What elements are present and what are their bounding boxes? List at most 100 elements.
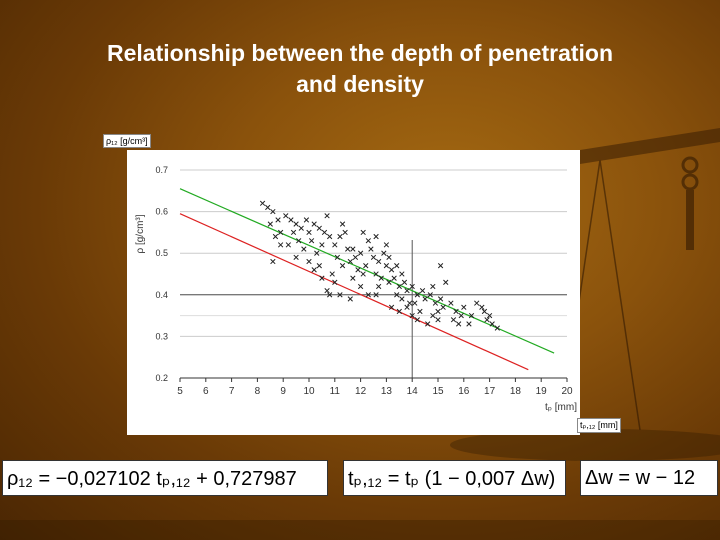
data-point [270,208,276,215]
data-point [396,283,402,290]
data-point [386,254,392,261]
x-tick-label: 16 [458,386,470,397]
moisture-delta-formula: Δw = w − 12 [580,460,718,496]
data-point [430,312,436,319]
data-point [319,275,325,281]
data-point [435,308,441,315]
scatter-chart: 0.2 0.3 0.4 0.5 0.6 0.7 5 6 7 8 9 10 11 12 13 14 15 16 17 1… [127,150,580,435]
data-point [484,317,490,323]
page-title: Relationship between the depth of penetr… [0,38,720,100]
data-point [265,204,271,211]
tp12-axis-tag: tₚ,₁₂ [mm] [577,418,621,433]
data-point [316,225,322,231]
data-point [355,267,361,273]
y-tick-label: 0.6 [155,207,168,217]
data-point [283,213,289,219]
data-point [373,233,379,240]
data-point [406,300,413,306]
data-point [430,283,436,290]
title-line-2: and density [296,71,424,97]
data-point [422,296,428,302]
data-point [489,321,495,327]
y-tick-label: 0.7 [155,165,168,175]
data-point [324,287,330,294]
data-point [396,308,402,315]
y-tick-label: 0.2 [155,373,168,383]
data-point [332,242,338,248]
data-point [458,312,464,319]
data-point [435,317,441,323]
data-point [350,275,356,281]
data-point [288,217,294,223]
data-point [339,221,346,227]
data-point [386,279,392,285]
x-tick-label: 8 [255,386,261,397]
y-tick-label: 0.5 [155,248,168,258]
data-point [494,325,500,331]
data-point [326,292,333,298]
data-point [337,292,343,298]
data-point [298,225,304,231]
data-point [303,217,310,223]
data-point [419,287,426,294]
data-point [301,246,307,252]
y-tick-label: 0.4 [155,290,168,300]
data-point [373,292,379,298]
data-point [347,258,353,265]
data-point [453,308,459,315]
data-point [479,304,485,310]
correction-formula: tₚ,₁₂ = tₚ (1 − 0,007 Δw) [343,460,566,496]
data-point [409,312,415,319]
rho12-axis-tag: ρ₁₂ [g/cm³] [103,134,151,148]
y-axis-label: ρ [g/cm³] [135,214,146,253]
fit-line-red [179,213,529,371]
data-point [321,229,328,236]
x-axis-label: tₚ [mm] [545,402,577,413]
data-point [437,263,444,269]
data-point [316,263,322,269]
title-line-1: Relationship between the depth of penetr… [106,40,614,66]
data-point [417,308,423,315]
data-point [481,308,488,315]
x-tick-label: 14 [407,386,419,397]
data-point [275,217,281,223]
data-point [272,233,279,240]
fit-line-green [179,188,555,354]
x-tick-label: 13 [381,386,393,397]
data-point [259,200,266,206]
x-tick-label: 17 [484,386,496,397]
data-point [388,304,395,310]
data-point [394,292,400,298]
data-point [334,254,341,261]
data-point [365,238,371,244]
data-point [293,254,299,261]
data-point [290,229,297,236]
data-point [450,317,457,323]
data-point [360,271,366,277]
data-point [352,254,359,261]
data-point [427,292,433,298]
data-point [365,292,371,298]
x-tick-label: 20 [561,386,573,397]
data-point [448,300,454,306]
x-tick-label: 19 [536,386,548,397]
data-point [468,312,475,319]
data-point [373,271,379,277]
data-point [466,321,472,327]
data-point [368,246,374,252]
data-point [332,279,338,285]
data-point [440,304,446,310]
data-point [360,229,366,236]
data-point [474,300,480,306]
data-point [319,242,325,248]
data-point [277,242,284,248]
data-point [432,300,439,306]
data-point [293,221,299,227]
data-point [277,229,284,236]
x-tick-label: 7 [229,386,235,397]
data-point [296,238,302,244]
data-point [324,213,330,219]
x-tick-label: 5 [177,386,183,397]
y-tick-label: 0.3 [155,331,168,341]
regression-formula: ρ₁₂ = −0,027102 tₚ,₁₂ + 0,727987 [2,460,328,496]
